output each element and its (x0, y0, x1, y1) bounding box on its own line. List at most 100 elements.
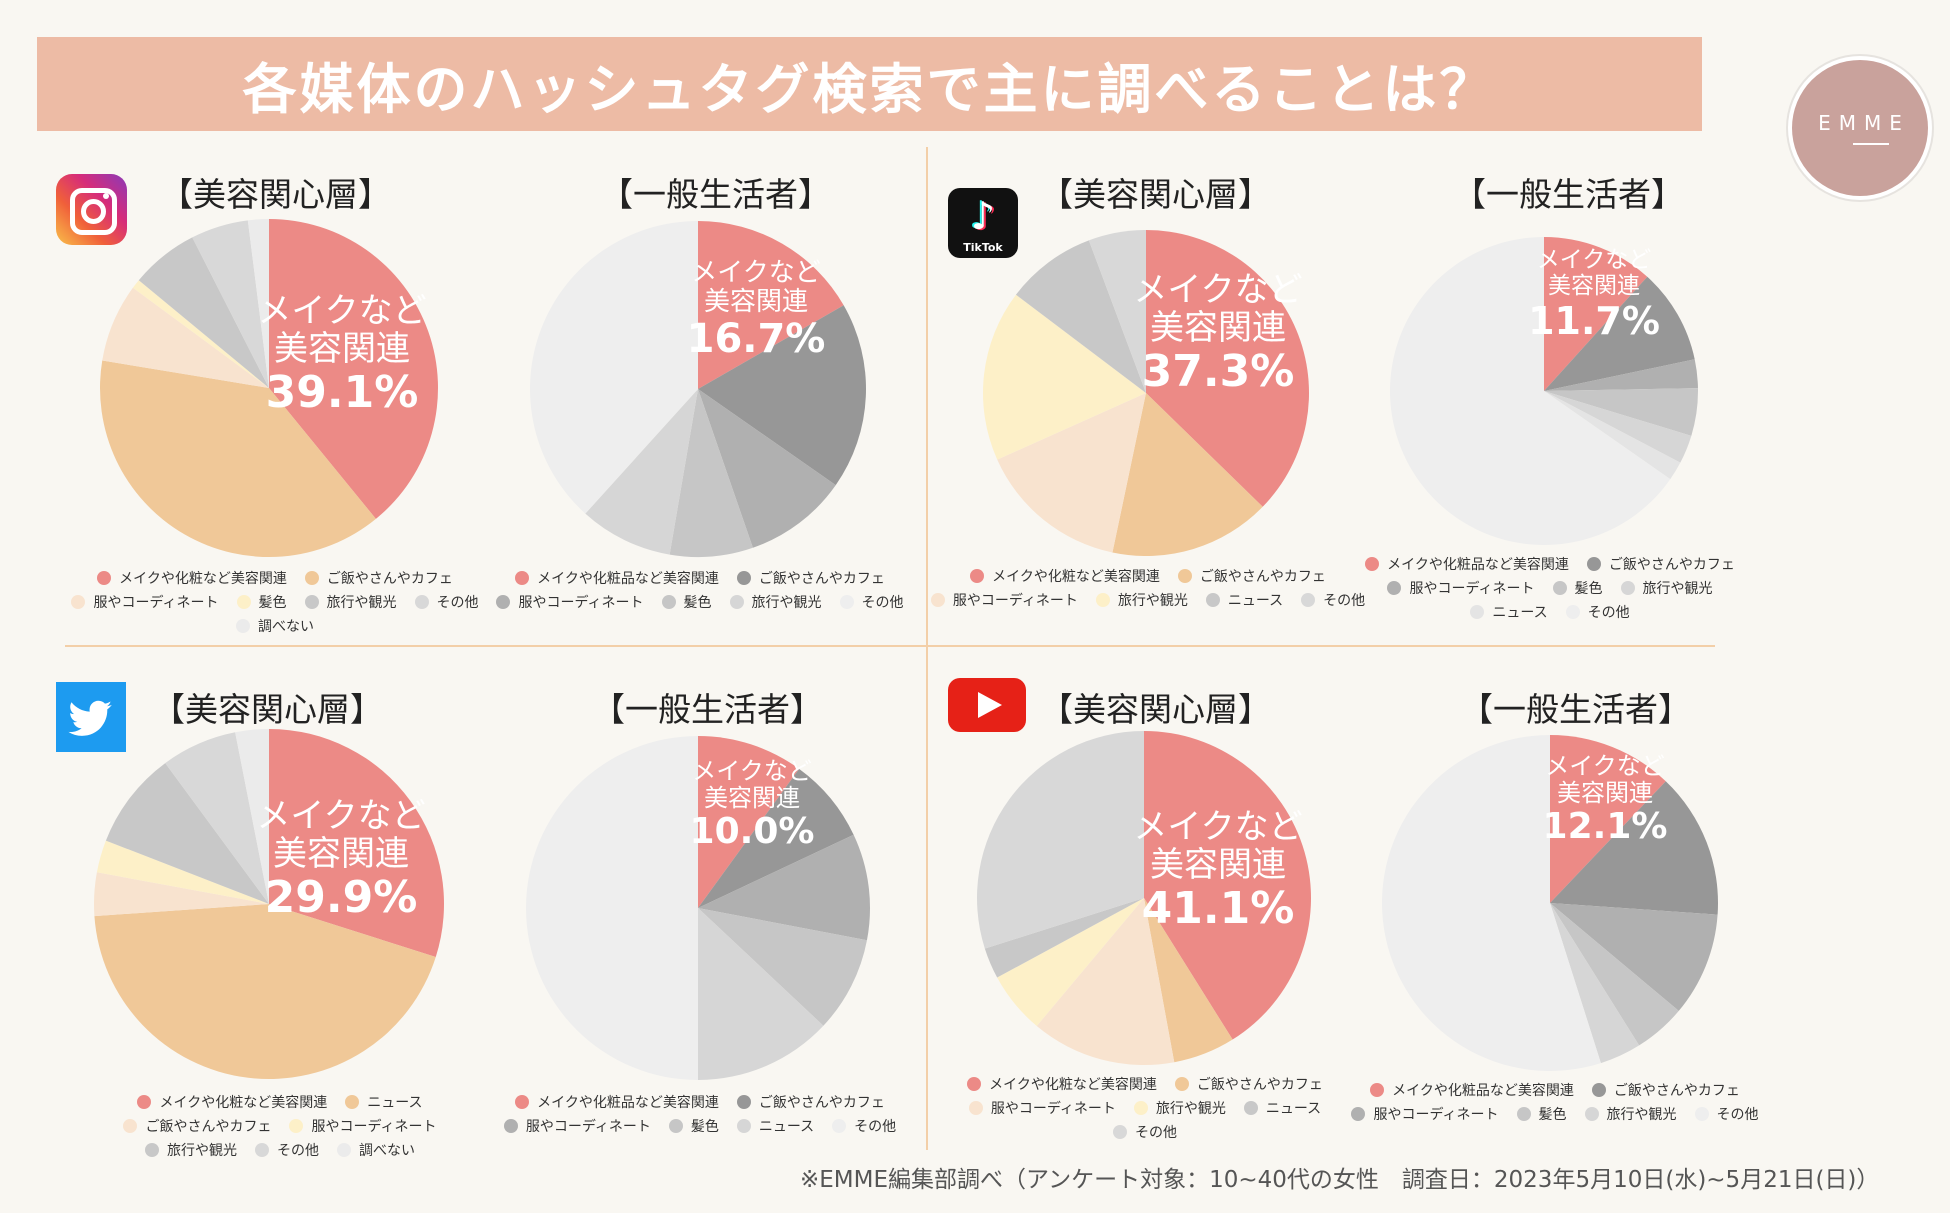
pie-data-label: メイクなど 美容関連 12.1% (1543, 753, 1668, 847)
pie-twitter-5 (526, 736, 870, 1080)
pie-slice (669, 389, 753, 557)
legend-item: 旅行や観光 (1095, 590, 1188, 610)
pie-data-label: メイクなど 美容関連 10.0% (690, 758, 815, 852)
header-instagram-beauty: 【美容関心層】 (160, 175, 391, 214)
pie-slice (1550, 735, 1666, 903)
legend-item: 髪色 (661, 592, 712, 612)
pie-data-label: メイクなど 美容関連 11.7% (1528, 247, 1660, 342)
legend-label: 旅行や観光 (167, 1143, 237, 1159)
pie-data-label: メイクなど 美容関連 41.1% (1133, 808, 1302, 934)
pie-percent-label: 16.7% (686, 316, 826, 363)
legend-item: ニュース (1470, 602, 1548, 622)
legend-label: その他 (1716, 1107, 1759, 1123)
legend-swatch (1133, 1101, 1148, 1115)
legend-item: ご飯やさんやカフェ (1174, 1074, 1323, 1094)
legend-label: 服やコーディネート (93, 595, 219, 611)
legend-label: 旅行や観光 (1642, 581, 1713, 597)
legend-label: メイクや化粧など美容関連 (159, 1095, 328, 1111)
pie-slice (102, 287, 269, 388)
pie-slice (100, 360, 376, 557)
legend-swatch (1113, 1125, 1127, 1139)
legend-label: 服やコーディネート (525, 1119, 651, 1135)
pie-slice (1144, 731, 1311, 1040)
legend-swatch (1470, 605, 1485, 619)
pie-label-line: メイクなど (691, 258, 821, 288)
pie-instagram-0 (100, 219, 438, 557)
legend-label: 服やコーディネート (311, 1119, 437, 1135)
legend-label: 服やコーディネート (1373, 1107, 1499, 1123)
pie-slice (585, 389, 698, 555)
legend-label: メイクや化粧品など美容関連 (537, 1095, 719, 1111)
legend-item: ニュース (736, 1116, 815, 1136)
legend-item: 服やコーディネート (503, 1116, 651, 1136)
legend-item: その他 (414, 592, 479, 612)
legend-swatch (255, 1143, 269, 1157)
legend-label: メイクや化粧品など美容関連 (1387, 557, 1569, 573)
legend-swatch (515, 1095, 530, 1109)
legend-label: 髪色 (1574, 581, 1603, 597)
pie-slice (982, 294, 1146, 460)
legend-item: 髪色 (668, 1116, 719, 1136)
pie-slice (698, 305, 867, 486)
legend-item: 調べない (337, 1140, 415, 1160)
legend-swatch (236, 619, 250, 633)
legend-swatch (236, 595, 251, 609)
legend-label: その他 (1587, 605, 1630, 621)
pie-label-line: 美容関連 (272, 834, 409, 875)
legend-swatch (968, 1101, 983, 1115)
pie-label-line: 美容関連 (1548, 272, 1640, 299)
legend-item: 旅行や観光 (1133, 1098, 1226, 1118)
pie-slice (1544, 237, 1648, 391)
legend-item: 服やコーディネート (496, 592, 644, 612)
pie-label-line: 美容関連 (1557, 778, 1653, 807)
pie-slice (1544, 391, 1692, 463)
legend-item: メイクや化粧品など美容関連 (1370, 1080, 1574, 1100)
legend-item: 調べない (236, 616, 314, 636)
pie-slice (1036, 898, 1175, 1065)
legend-item: メイクや化粧など美容関連 (137, 1092, 327, 1112)
pie-tiktok-3 (1390, 237, 1698, 545)
pie-youtube-7 (1382, 735, 1718, 1071)
pie-slice (1390, 237, 1671, 545)
legend-swatch (515, 571, 530, 585)
legend-item: ご飯やさんやカフェ (1591, 1080, 1740, 1100)
legend-swatch (345, 1095, 360, 1109)
legend-label: ご飯やさんやカフェ (1196, 1077, 1323, 1093)
pie-slice (698, 908, 824, 1080)
legend-label: 調べない (359, 1143, 415, 1159)
pie-data-label: メイクなど 美容関連 37.3% (1133, 271, 1302, 398)
pie-label-line: メイクなど (256, 796, 426, 836)
pie-label-line: 美容関連 (1149, 308, 1286, 349)
legend-item: 服やコーディネート (968, 1098, 1116, 1118)
legend-label: ご飯やさんやカフェ (1613, 1083, 1740, 1099)
pie-percent-label: 39.1% (265, 367, 419, 419)
legend-item: 旅行や観光 (145, 1140, 237, 1160)
legend-label: ニュース (1492, 605, 1548, 621)
legend-swatch (736, 1095, 751, 1109)
legend-swatch (1620, 581, 1635, 595)
pie-label-line: メイクなど (257, 291, 427, 331)
legend-swatch (337, 1143, 351, 1157)
legend-item: ニュース (1243, 1098, 1322, 1118)
legend-swatch (832, 1119, 847, 1133)
legend-swatch (1584, 1107, 1599, 1121)
legend-swatch (1586, 557, 1601, 571)
legend-swatch (1301, 593, 1316, 607)
legend-item: ご飯やさんやカフェ (123, 1116, 271, 1136)
pie-slice (984, 898, 1144, 978)
legend-swatch (839, 595, 854, 609)
legend-label: 服やコーディネート (990, 1101, 1116, 1117)
legend-label: 調べない (258, 619, 314, 635)
legend-swatch (503, 1119, 518, 1133)
legend-label: ご飯やさんやカフェ (1199, 569, 1326, 585)
legend-label: ニュース (1265, 1101, 1322, 1117)
instagram-icon (56, 174, 127, 245)
pie-slice (132, 280, 269, 388)
pie-percent-label: 10.0% (689, 810, 815, 852)
pie-slice (96, 840, 269, 904)
pie-percent-label: 37.3% (1141, 346, 1295, 398)
legend-label: ニュース (758, 1119, 815, 1135)
legend-swatch (1591, 1083, 1606, 1097)
pie-slice (1544, 388, 1698, 436)
horizontal-divider (65, 645, 1715, 647)
